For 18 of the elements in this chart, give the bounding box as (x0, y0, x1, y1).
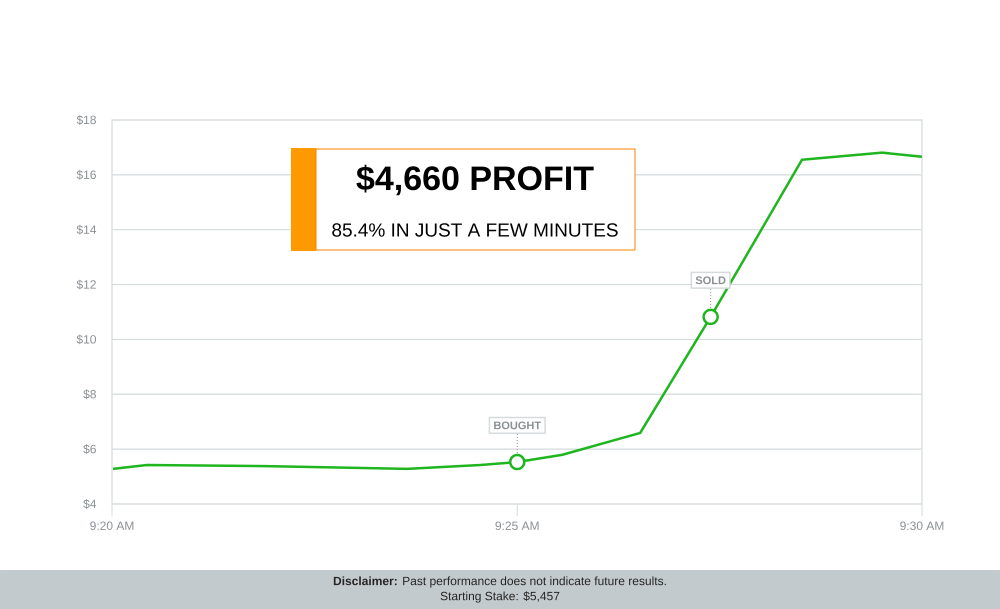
y-tick-label: $8 (83, 389, 96, 400)
x-tick-label: 9:20 AM (90, 522, 134, 530)
annotation: 85.4% IN JUST A FEW MINUTES (332, 223, 618, 237)
annotation: BOUGHT (494, 421, 541, 430)
x-tick-label: 9:25 AM (495, 522, 539, 530)
y-tick-label: $6 (83, 444, 96, 454)
text: Disclaimer: Past performance does not indicate future results. (334, 576, 666, 588)
y-tick-label: $18 (76, 115, 96, 125)
annotation: SOLD (696, 276, 726, 284)
line-series (112, 151, 922, 470)
x-tick-label: 9:30 AM (900, 522, 944, 530)
y-tick-label: $14 (76, 224, 96, 235)
annotation: $4,660 PROFIT (356, 164, 594, 196)
y-tick-label: $10 (76, 334, 96, 344)
y-tick-label: $12 (76, 280, 96, 290)
y-tick-label: $4 (83, 499, 96, 509)
text: Starting Stake: $5,457 (440, 591, 560, 603)
y-tick-label: $16 (76, 170, 96, 180)
